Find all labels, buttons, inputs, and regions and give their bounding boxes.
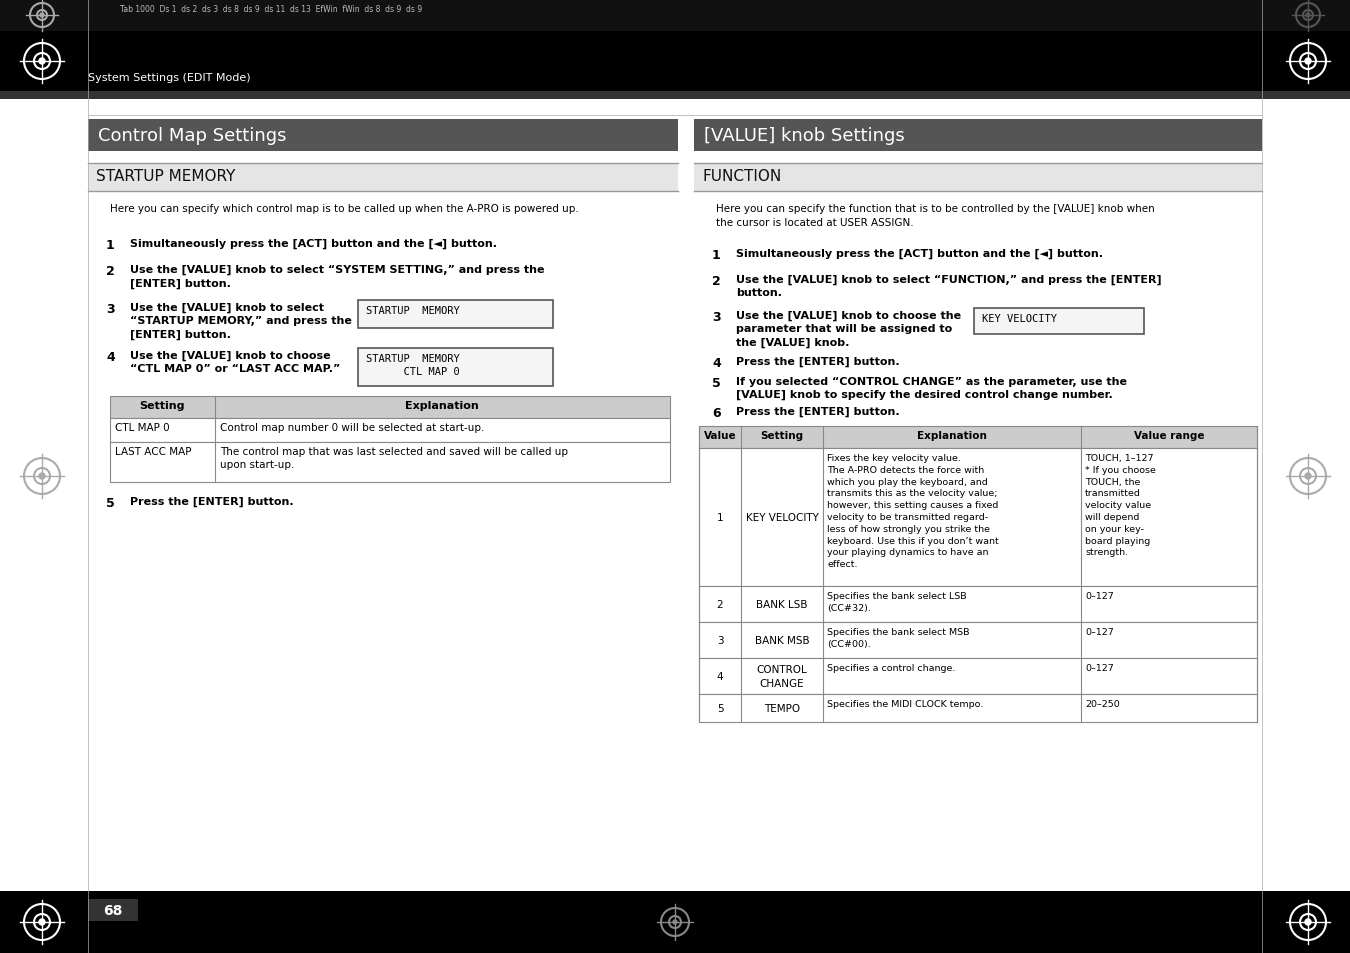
Bar (109, 418, 670, 442)
Text: 6: 6 (711, 407, 721, 419)
Text: 1: 1 (107, 239, 115, 252)
Text: If you selected “CONTROL CHANGE” as the parameter, use the
[VALUE] knob to speci: If you selected “CONTROL CHANGE” as the … (736, 376, 1127, 400)
Text: 5: 5 (717, 703, 724, 713)
Bar (0, 0, 1350, 32)
Text: Simultaneously press the [ACT] button and the [◄] button.: Simultaneously press the [ACT] button an… (736, 249, 1103, 259)
Text: 4: 4 (107, 351, 115, 364)
Circle shape (1305, 14, 1310, 18)
Bar (88, 164, 678, 192)
Text: STARTUP  MEMORY: STARTUP MEMORY (366, 306, 460, 315)
Bar (694, 164, 1262, 192)
Text: TOUCH, 1–127
* If you choose
TOUCH, the
transmitted
velocity value
will depend
o: TOUCH, 1–127 * If you choose TOUCH, the … (1085, 454, 1156, 557)
Text: FUNCTION: FUNCTION (702, 169, 782, 184)
Text: Specifies a control change.: Specifies a control change. (828, 663, 956, 672)
Circle shape (1305, 474, 1311, 479)
Text: 0–127: 0–127 (1085, 627, 1114, 637)
Text: Here you can specify which control map is to be called up when the A-PRO is powe: Here you can specify which control map i… (109, 204, 579, 213)
Text: LAST ACC MAP: LAST ACC MAP (115, 447, 192, 456)
Text: 3: 3 (107, 303, 115, 315)
Text: STARTUP  MEMORY
      CTL MAP 0: STARTUP MEMORY CTL MAP 0 (366, 354, 460, 376)
Text: Setting: Setting (139, 400, 185, 411)
Bar (88, 120, 678, 152)
Bar (358, 301, 554, 329)
Text: STARTUP MEMORY: STARTUP MEMORY (96, 169, 235, 184)
Text: Tab 1000  Ds 1  ds 2  ds 3  ds 8  ds 9  ds 11  ds 13  EfWin  fWin  ds 8  ds 9  d: Tab 1000 Ds 1 ds 2 ds 3 ds 8 ds 9 ds 11 … (120, 5, 423, 14)
Text: Press the [ENTER] button.: Press the [ENTER] button. (736, 356, 899, 367)
Text: 1: 1 (711, 249, 721, 262)
Text: Use the [VALUE] knob to select “SYSTEM SETTING,” and press the
[ENTER] button.: Use the [VALUE] knob to select “SYSTEM S… (130, 265, 544, 289)
Bar (973, 309, 1143, 335)
Bar (109, 442, 670, 482)
Text: 1: 1 (717, 513, 724, 522)
Text: Control map number 0 will be selected at start-up.: Control map number 0 will be selected at… (220, 422, 485, 433)
Text: Explanation: Explanation (405, 400, 479, 411)
Text: Use the [VALUE] knob to choose
“CTL MAP 0” or “LAST ACC MAP.”: Use the [VALUE] knob to choose “CTL MAP … (130, 351, 340, 375)
Bar (0, 91, 1350, 100)
Text: Here you can specify the function that is to be controlled by the [VALUE] knob w: Here you can specify the function that i… (716, 204, 1154, 213)
Text: The control map that was last selected and saved will be called up
upon start-up: The control map that was last selected a… (220, 447, 568, 470)
Text: Explanation: Explanation (917, 431, 987, 440)
Text: 4: 4 (717, 671, 724, 681)
Text: 2: 2 (711, 274, 721, 288)
Text: BANK LSB: BANK LSB (756, 599, 807, 609)
Text: System Settings (EDIT Mode): System Settings (EDIT Mode) (88, 73, 251, 83)
Bar (699, 586, 1257, 622)
Bar (699, 659, 1257, 695)
Text: CONTROL
CHANGE: CONTROL CHANGE (756, 664, 807, 688)
Circle shape (1305, 59, 1311, 65)
Text: Control Map Settings: Control Map Settings (99, 127, 286, 145)
Bar (358, 349, 554, 387)
Text: [VALUE] knob Settings: [VALUE] knob Settings (703, 127, 904, 145)
Circle shape (674, 920, 676, 924)
Text: 2: 2 (107, 265, 115, 277)
Text: 5: 5 (107, 497, 115, 510)
Bar (88, 899, 138, 921)
Circle shape (39, 919, 45, 925)
Text: 0–127: 0–127 (1085, 592, 1114, 600)
Text: Press the [ENTER] button.: Press the [ENTER] button. (130, 497, 294, 507)
Text: 20–250: 20–250 (1085, 700, 1119, 708)
Circle shape (39, 474, 45, 479)
Bar (699, 622, 1257, 659)
Text: Use the [VALUE] knob to select “FUNCTION,” and press the [ENTER]
button.: Use the [VALUE] knob to select “FUNCTION… (736, 274, 1161, 298)
Text: Setting: Setting (760, 431, 803, 440)
Bar (0, 891, 1350, 953)
Text: the cursor is located at USER ASSIGN.: the cursor is located at USER ASSIGN. (716, 218, 914, 228)
Text: 3: 3 (717, 636, 724, 645)
Text: 68: 68 (104, 903, 123, 917)
Text: 0–127: 0–127 (1085, 663, 1114, 672)
Text: TEMPO: TEMPO (764, 703, 801, 713)
Text: Value: Value (703, 431, 736, 440)
Text: Specifies the bank select LSB
(CC#32).: Specifies the bank select LSB (CC#32). (828, 592, 967, 612)
Text: Use the [VALUE] knob to choose the
parameter that will be assigned to
the [VALUE: Use the [VALUE] knob to choose the param… (736, 311, 961, 348)
Text: KEY VELOCITY: KEY VELOCITY (981, 314, 1057, 324)
Bar (0, 32, 1350, 91)
Text: KEY VELOCITY: KEY VELOCITY (745, 513, 818, 522)
Text: Fixes the key velocity value.
The A-PRO detects the force with
which you play th: Fixes the key velocity value. The A-PRO … (828, 454, 999, 569)
Bar (694, 120, 1262, 152)
Circle shape (39, 59, 45, 65)
Circle shape (1305, 919, 1311, 925)
Text: 2: 2 (717, 599, 724, 609)
Text: Simultaneously press the [ACT] button and the [◄] button.: Simultaneously press the [ACT] button an… (130, 239, 497, 249)
Bar (699, 695, 1257, 722)
Text: Use the [VALUE] knob to select
“STARTUP MEMORY,” and press the
[ENTER] button.: Use the [VALUE] knob to select “STARTUP … (130, 303, 352, 339)
Text: Press the [ENTER] button.: Press the [ENTER] button. (736, 407, 899, 416)
Text: 5: 5 (711, 376, 721, 390)
Bar (109, 396, 670, 418)
Text: 4: 4 (711, 356, 721, 370)
Bar (699, 427, 1257, 449)
Text: CTL MAP 0: CTL MAP 0 (115, 422, 170, 433)
Text: Specifies the MIDI CLOCK tempo.: Specifies the MIDI CLOCK tempo. (828, 700, 983, 708)
Text: BANK MSB: BANK MSB (755, 636, 809, 645)
Circle shape (40, 14, 45, 18)
Bar (699, 449, 1257, 586)
Text: 3: 3 (711, 311, 721, 324)
Text: Specifies the bank select MSB
(CC#00).: Specifies the bank select MSB (CC#00). (828, 627, 969, 648)
Text: Value range: Value range (1134, 431, 1204, 440)
